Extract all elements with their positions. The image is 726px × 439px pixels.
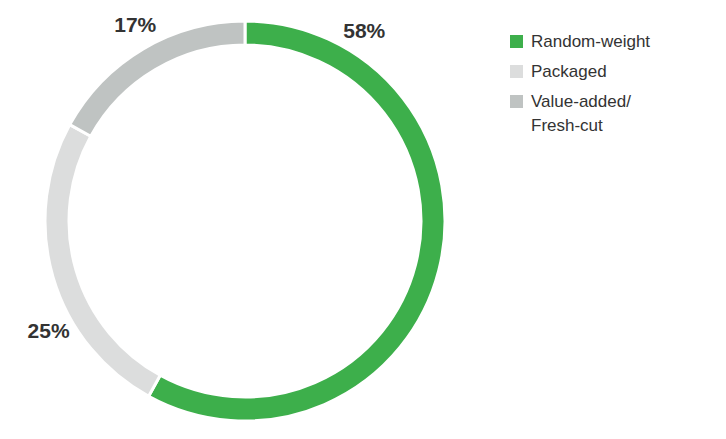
html-text:Value-added/: Value-added/: [531, 92, 631, 111]
svg-text:17%: 17%: [114, 13, 156, 36]
svg-text:25%: 25%: [28, 319, 70, 342]
html-text:Fresh-cut: Fresh-cut: [531, 116, 603, 135]
html-text:Random-weight: Random-weight: [531, 32, 651, 51]
html-text:Packaged: Packaged: [531, 62, 607, 81]
svg-text:58%: 58%: [343, 19, 385, 42]
